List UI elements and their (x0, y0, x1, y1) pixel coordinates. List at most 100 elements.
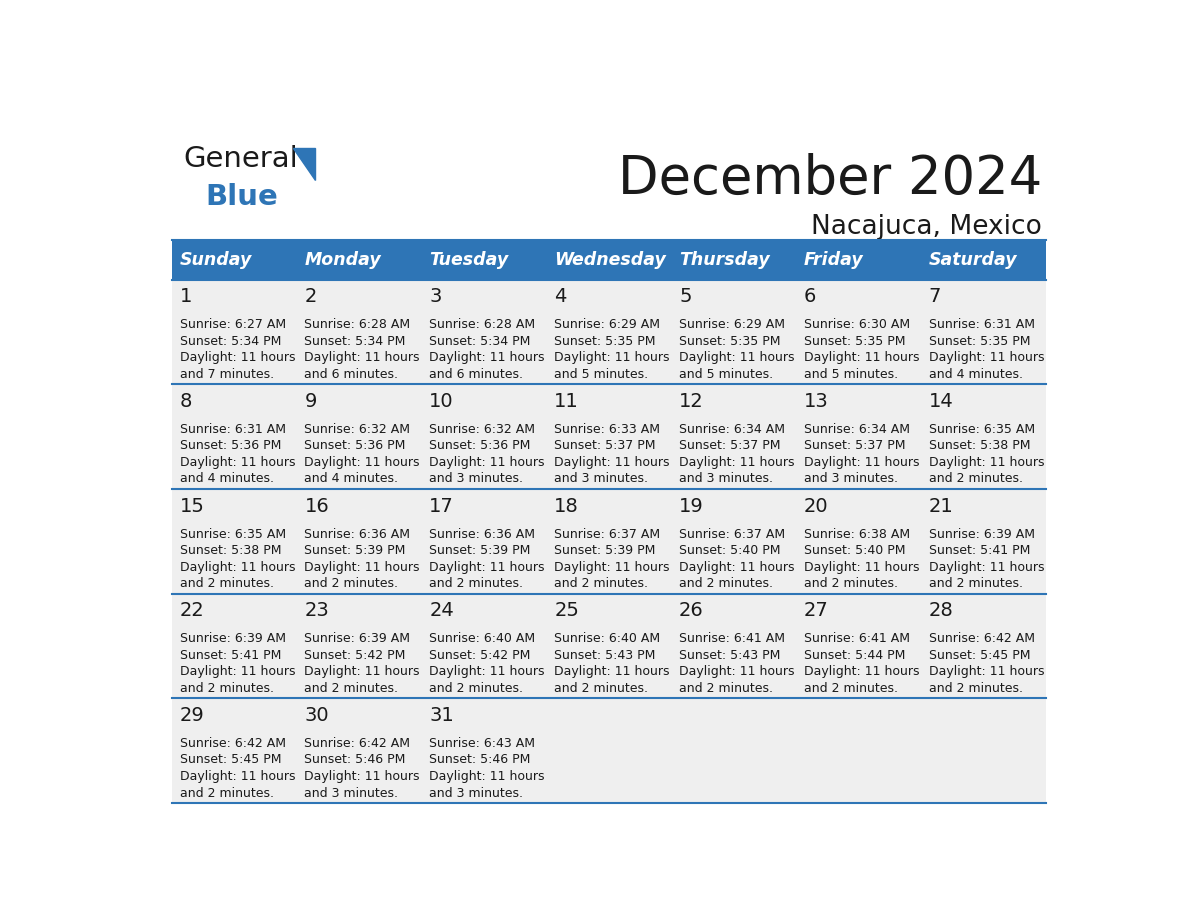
Text: Daylight: 11 hours: Daylight: 11 hours (680, 352, 795, 364)
Text: Sunset: 5:36 PM: Sunset: 5:36 PM (179, 440, 280, 453)
Text: 17: 17 (429, 497, 454, 516)
Text: Daylight: 11 hours: Daylight: 11 hours (304, 666, 419, 678)
Text: Sunrise: 6:36 AM: Sunrise: 6:36 AM (429, 528, 536, 541)
Bar (546, 240, 671, 280)
Bar (297, 699, 422, 803)
Bar (422, 489, 546, 594)
Text: Daylight: 11 hours: Daylight: 11 hours (680, 666, 795, 678)
Text: Sunrise: 6:30 AM: Sunrise: 6:30 AM (804, 318, 910, 331)
Text: Daylight: 11 hours: Daylight: 11 hours (929, 352, 1044, 364)
Text: 22: 22 (179, 601, 204, 621)
Text: 25: 25 (554, 601, 579, 621)
Text: Sunset: 5:35 PM: Sunset: 5:35 PM (929, 335, 1030, 348)
Text: Daylight: 11 hours: Daylight: 11 hours (429, 561, 545, 574)
Text: Sunset: 5:34 PM: Sunset: 5:34 PM (179, 335, 280, 348)
Bar (671, 594, 796, 699)
Text: and 2 minutes.: and 2 minutes. (804, 577, 898, 590)
Bar (422, 240, 546, 280)
Text: and 2 minutes.: and 2 minutes. (429, 682, 523, 695)
Text: 27: 27 (804, 601, 829, 621)
Text: Sunset: 5:46 PM: Sunset: 5:46 PM (429, 754, 531, 767)
Text: Daylight: 11 hours: Daylight: 11 hours (680, 561, 795, 574)
Text: and 6 minutes.: and 6 minutes. (429, 368, 523, 381)
Text: 29: 29 (179, 706, 204, 725)
Bar (921, 280, 1045, 385)
Text: 13: 13 (804, 392, 829, 411)
Text: Sunrise: 6:35 AM: Sunrise: 6:35 AM (179, 528, 285, 541)
Polygon shape (293, 148, 315, 180)
Text: Sunset: 5:43 PM: Sunset: 5:43 PM (554, 649, 656, 662)
Bar (422, 594, 546, 699)
Text: Sunset: 5:42 PM: Sunset: 5:42 PM (304, 649, 406, 662)
Text: Daylight: 11 hours: Daylight: 11 hours (304, 770, 419, 783)
Text: and 2 minutes.: and 2 minutes. (554, 682, 649, 695)
Text: Sunset: 5:43 PM: Sunset: 5:43 PM (680, 649, 781, 662)
Text: Sunset: 5:34 PM: Sunset: 5:34 PM (429, 335, 531, 348)
Text: Daylight: 11 hours: Daylight: 11 hours (554, 666, 670, 678)
Text: Sunrise: 6:34 AM: Sunrise: 6:34 AM (804, 423, 910, 436)
Text: 30: 30 (304, 706, 329, 725)
Text: Sunrise: 6:37 AM: Sunrise: 6:37 AM (680, 528, 785, 541)
Bar (921, 594, 1045, 699)
Bar (671, 489, 796, 594)
Bar (546, 699, 671, 803)
Text: Sunrise: 6:31 AM: Sunrise: 6:31 AM (929, 318, 1035, 331)
Bar (172, 594, 297, 699)
Text: and 4 minutes.: and 4 minutes. (929, 368, 1023, 381)
Text: and 3 minutes.: and 3 minutes. (804, 473, 898, 486)
Text: Daylight: 11 hours: Daylight: 11 hours (804, 456, 920, 469)
Text: Daylight: 11 hours: Daylight: 11 hours (304, 352, 419, 364)
Text: Wednesday: Wednesday (554, 251, 666, 269)
Text: and 2 minutes.: and 2 minutes. (304, 577, 398, 590)
Text: 4: 4 (554, 287, 567, 307)
Text: 10: 10 (429, 392, 454, 411)
Bar (297, 240, 422, 280)
Text: Sunrise: 6:40 AM: Sunrise: 6:40 AM (429, 633, 536, 645)
Text: and 3 minutes.: and 3 minutes. (429, 473, 523, 486)
Text: and 2 minutes.: and 2 minutes. (304, 682, 398, 695)
Text: Daylight: 11 hours: Daylight: 11 hours (554, 352, 670, 364)
Text: Sunset: 5:46 PM: Sunset: 5:46 PM (304, 754, 406, 767)
Text: and 3 minutes.: and 3 minutes. (554, 473, 649, 486)
Text: 19: 19 (680, 497, 703, 516)
Text: Daylight: 11 hours: Daylight: 11 hours (429, 770, 545, 783)
Text: Daylight: 11 hours: Daylight: 11 hours (179, 666, 295, 678)
Bar (297, 280, 422, 385)
Text: 16: 16 (304, 497, 329, 516)
Text: Sunrise: 6:33 AM: Sunrise: 6:33 AM (554, 423, 661, 436)
Bar (671, 385, 796, 489)
Bar (422, 385, 546, 489)
Text: Daylight: 11 hours: Daylight: 11 hours (429, 456, 545, 469)
Text: Sunrise: 6:29 AM: Sunrise: 6:29 AM (554, 318, 661, 331)
Text: 23: 23 (304, 601, 329, 621)
Text: 15: 15 (179, 497, 204, 516)
Text: Daylight: 11 hours: Daylight: 11 hours (179, 456, 295, 469)
Text: and 6 minutes.: and 6 minutes. (304, 368, 398, 381)
Text: Daylight: 11 hours: Daylight: 11 hours (929, 666, 1044, 678)
Bar (671, 240, 796, 280)
Text: 9: 9 (304, 392, 317, 411)
Bar (546, 280, 671, 385)
Text: Sunrise: 6:28 AM: Sunrise: 6:28 AM (429, 318, 536, 331)
Text: Sunset: 5:37 PM: Sunset: 5:37 PM (804, 440, 905, 453)
Text: Sunset: 5:38 PM: Sunset: 5:38 PM (929, 440, 1030, 453)
Text: Sunrise: 6:36 AM: Sunrise: 6:36 AM (304, 528, 410, 541)
Text: and 7 minutes.: and 7 minutes. (179, 368, 273, 381)
Text: Sunrise: 6:39 AM: Sunrise: 6:39 AM (179, 633, 285, 645)
Text: and 3 minutes.: and 3 minutes. (680, 473, 773, 486)
Bar (422, 280, 546, 385)
Bar (172, 489, 297, 594)
Text: 26: 26 (680, 601, 703, 621)
Text: and 2 minutes.: and 2 minutes. (804, 682, 898, 695)
Text: Sunset: 5:42 PM: Sunset: 5:42 PM (429, 649, 531, 662)
Text: Daylight: 11 hours: Daylight: 11 hours (179, 352, 295, 364)
Text: and 4 minutes.: and 4 minutes. (179, 473, 273, 486)
Text: and 2 minutes.: and 2 minutes. (554, 577, 649, 590)
Text: Sunrise: 6:42 AM: Sunrise: 6:42 AM (179, 737, 285, 750)
Text: Sunset: 5:39 PM: Sunset: 5:39 PM (554, 544, 656, 557)
Text: Sunset: 5:41 PM: Sunset: 5:41 PM (929, 544, 1030, 557)
Bar (921, 489, 1045, 594)
Bar (546, 385, 671, 489)
Bar (297, 489, 422, 594)
Text: Sunrise: 6:35 AM: Sunrise: 6:35 AM (929, 423, 1035, 436)
